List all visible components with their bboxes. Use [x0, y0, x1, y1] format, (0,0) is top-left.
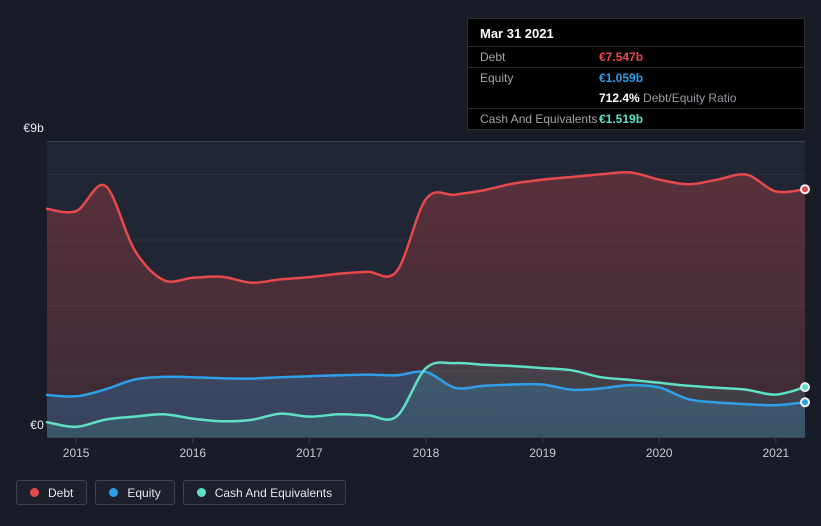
debt-line	[45, 170, 807, 284]
tooltip-ratio-label: Debt/Equity Ratio	[639, 91, 737, 105]
equity-dot-icon	[109, 488, 119, 497]
tooltip-equity-row: Equity €1.059b	[468, 68, 804, 88]
cash-and-equivalents-line	[45, 361, 807, 429]
debt-area	[47, 172, 805, 438]
x-tick-label-2015: 2015	[62, 446, 90, 460]
x-tick-label-2020: 2020	[645, 446, 673, 460]
cash-and-equivalents-endpoint-marker[interactable]	[800, 382, 810, 393]
tooltip-equity-value: €1.059b	[599, 71, 644, 85]
cash-and-equivalents-area	[47, 362, 805, 437]
legend-debt-label: Debt	[48, 485, 74, 500]
x-tick-label-2018: 2018	[412, 446, 440, 460]
legend-button-equity[interactable]: Equity	[95, 480, 175, 505]
x-tick-label-2016: 2016	[179, 446, 207, 460]
x-tick-label-2017: 2017	[296, 446, 323, 460]
legend-cash-label: Cash And Equivalents	[214, 485, 333, 500]
legend-equity-label: Equity	[127, 485, 161, 500]
x-tick-label-2021: 2021	[762, 446, 790, 460]
y-axis-max-label: €9b	[23, 121, 44, 135]
tooltip-equity-label: Equity	[480, 71, 514, 85]
chart-tooltip: Mar 31 2021 Debt €7.547b Equity €1.059b …	[467, 18, 805, 130]
tooltip-ratio-row: 712.4% Debt/Equity Ratio	[468, 88, 804, 109]
tooltip-date: Mar 31 2021	[468, 19, 804, 47]
equity-line	[45, 370, 807, 407]
y-axis-zero-label: €0	[30, 418, 44, 432]
debt-endpoint-marker[interactable]	[800, 184, 810, 195]
tooltip-ratio-value: 712.4%	[599, 91, 640, 105]
cash-dot-icon	[196, 488, 206, 497]
legend-button-debt[interactable]: Debt	[16, 480, 88, 505]
tooltip-cash-row: Cash And Equivalents €1.519b	[468, 109, 804, 129]
legend: Debt Equity Cash And Equivalents	[16, 480, 347, 505]
equity-endpoint-marker[interactable]	[800, 397, 810, 408]
tooltip-debt-value: €7.547b	[599, 50, 644, 64]
tooltip-debt-row: Debt €7.547b	[468, 47, 804, 68]
debt-equity-history-chart[interactable]	[0, 0, 821, 475]
x-tick-label-2019: 2019	[529, 446, 556, 460]
tooltip-cash-value: €1.519b	[599, 112, 644, 126]
debt-dot-icon	[30, 488, 39, 497]
tooltip-cash-label: Cash And Equivalents	[480, 112, 598, 126]
legend-button-cash[interactable]: Cash And Equivalents	[182, 480, 347, 505]
tooltip-debt-label: Debt	[480, 50, 506, 64]
